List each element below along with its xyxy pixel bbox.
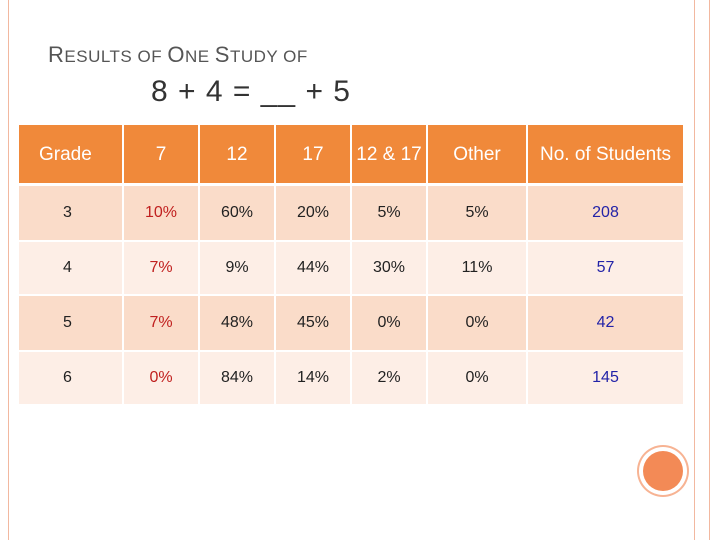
cell-other: 5% (426, 184, 527, 242)
header-no-of-students: No. of Students (526, 125, 683, 186)
cell-7: 10% (122, 184, 199, 242)
cell-12-and-17: 0% (350, 295, 427, 352)
header-12-and-17: 12 & 17 (350, 125, 427, 186)
table-row: 4 7% 9% 44% 30% 11% 57 (19, 241, 683, 296)
title-cap-r: R (48, 42, 65, 67)
cell-grade: 5 (19, 295, 123, 352)
cell-7: 7% (122, 295, 199, 352)
cell-grade: 6 (19, 351, 123, 406)
frame-line-right-inner (694, 0, 695, 540)
cell-students: 208 (526, 184, 683, 242)
cell-7: 7% (122, 241, 199, 296)
title-cap-s: S (214, 42, 230, 67)
cell-students: 145 (526, 351, 683, 406)
table-row: 5 7% 48% 45% 0% 0% 42 (19, 295, 683, 352)
cell-grade: 4 (19, 241, 123, 296)
header-12: 12 (198, 125, 275, 186)
cell-other: 0% (426, 351, 527, 406)
header-other: Other (426, 125, 527, 186)
cell-17: 45% (274, 295, 351, 352)
cell-7: 0% (122, 351, 199, 406)
cell-17: 20% (274, 184, 351, 242)
title-smallcaps-2: NE (184, 47, 215, 66)
header-grade: Grade (19, 125, 123, 186)
cell-17: 44% (274, 241, 351, 296)
cell-students: 57 (526, 241, 683, 296)
title-equation: 8 + 4 = __ + 5 (151, 75, 351, 108)
title-smallcaps-3: TUDY OF (229, 47, 308, 66)
results-table: Grade 7 12 17 12 & 17 Other No. of Stude… (19, 125, 683, 406)
title-smallcaps-1: ESULTS OF (64, 47, 168, 66)
cell-12: 48% (198, 295, 275, 352)
slide-title: RESULTS OF ONE STUDY OF 8 + 4 = __ + 5 (48, 40, 468, 112)
cell-17: 14% (274, 351, 351, 406)
cell-students: 42 (526, 295, 683, 352)
frame-line-right-outer (709, 0, 710, 540)
cell-12-and-17: 5% (350, 184, 427, 242)
cell-grade: 3 (19, 184, 123, 242)
cell-12: 84% (198, 351, 275, 406)
header-17: 17 (274, 125, 351, 186)
title-cap-o: O (167, 42, 185, 67)
table-row: 3 10% 60% 20% 5% 5% 208 (19, 184, 683, 242)
cell-12-and-17: 30% (350, 241, 427, 296)
cell-12: 9% (198, 241, 275, 296)
frame-line-left (8, 0, 9, 540)
cell-12-and-17: 2% (350, 351, 427, 406)
title-line-1: RESULTS OF ONE STUDY OF (48, 40, 468, 72)
table-header-row: Grade 7 12 17 12 & 17 Other No. of Stude… (19, 125, 683, 186)
table-row: 6 0% 84% 14% 2% 0% 145 (19, 351, 683, 406)
decorative-circle (643, 451, 683, 491)
cell-other: 11% (426, 241, 527, 296)
cell-other: 0% (426, 295, 527, 352)
header-7: 7 (122, 125, 199, 186)
cell-12: 60% (198, 184, 275, 242)
